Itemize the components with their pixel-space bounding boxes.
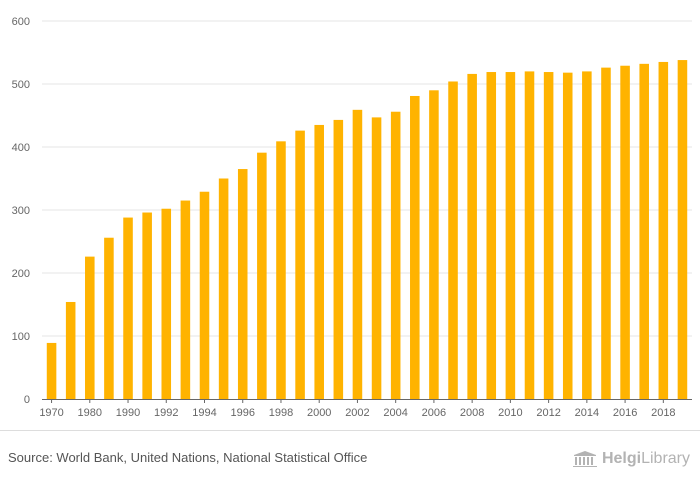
x-tick-label: 2010	[498, 407, 522, 419]
x-tick-label: 1990	[116, 407, 140, 419]
brand-name-part2: Library	[641, 450, 690, 467]
x-tick-label: 1996	[230, 407, 254, 419]
bar	[677, 60, 688, 400]
x-tick-label: 1980	[78, 407, 102, 419]
y-tick-label: 500	[12, 79, 30, 91]
bar	[257, 152, 267, 399]
bar-series	[46, 60, 688, 400]
y-tick-label: 300	[12, 205, 30, 217]
bar	[543, 72, 554, 399]
x-tick-label: 2016	[613, 407, 637, 419]
bar	[104, 237, 114, 399]
x-tick-label: 2004	[383, 407, 407, 419]
bar	[218, 178, 229, 399]
bar	[295, 130, 305, 399]
bar	[276, 141, 286, 399]
library-building-icon	[572, 451, 597, 467]
bar	[352, 109, 363, 399]
bar	[486, 72, 497, 399]
bar	[582, 71, 592, 400]
y-tick-label: 600	[12, 16, 30, 28]
x-tick-label: 1994	[192, 407, 216, 419]
brand-name-part1: Helgi	[601, 450, 642, 467]
y-tick-label: 400	[12, 142, 30, 154]
bar	[410, 95, 420, 399]
footer-divider	[0, 430, 700, 431]
bar	[237, 169, 248, 399]
y-tick-label: 200	[12, 268, 30, 280]
bar	[65, 301, 76, 399]
bar	[371, 117, 382, 399]
bar	[448, 81, 458, 399]
x-tick-label: 2012	[536, 407, 560, 419]
y-axis-ticks: 0 100 200 300 400 500 600	[12, 16, 30, 406]
bar	[161, 208, 172, 399]
bar	[142, 212, 152, 399]
x-tick-label: 2018	[651, 407, 675, 419]
x-tick-label: 2002	[345, 407, 369, 419]
bar	[658, 61, 669, 399]
bar	[429, 90, 439, 400]
x-tick-label: 2008	[460, 407, 484, 419]
bar	[620, 65, 630, 399]
bar	[639, 63, 649, 400]
bar-chart: 0 100 200 300 400 500 600 1970 1980 1990 1992 1994…	[12, 16, 692, 419]
x-tick-label: 1970	[39, 407, 63, 419]
bar	[562, 72, 573, 399]
y-tick-label: 100	[12, 331, 30, 343]
bar	[199, 191, 210, 399]
bar	[467, 73, 477, 400]
source-note: Source: World Bank, United Nations, Nati…	[8, 450, 368, 465]
bar	[123, 217, 133, 399]
x-tick-label: 1992	[154, 407, 178, 419]
bar	[390, 111, 401, 399]
x-tick-label: 2014	[575, 407, 599, 419]
x-axis-ticks: 1970 1980 1990 1992 1994 1996 1998 2000 2002 2004…	[39, 399, 676, 419]
bar	[180, 200, 191, 399]
bar	[601, 67, 611, 400]
x-tick-label: 2000	[307, 407, 331, 419]
y-tick-label: 0	[24, 394, 30, 406]
bar	[314, 124, 324, 399]
x-tick-label: 2006	[422, 407, 446, 419]
x-tick-label: 1998	[269, 407, 293, 419]
bar	[505, 72, 516, 399]
bar	[333, 119, 344, 399]
bar	[46, 342, 57, 399]
grid-lines	[42, 20, 692, 337]
bar	[85, 256, 95, 399]
helgi-library-logo: HelgiLibrary	[572, 447, 690, 471]
bar	[524, 71, 535, 400]
